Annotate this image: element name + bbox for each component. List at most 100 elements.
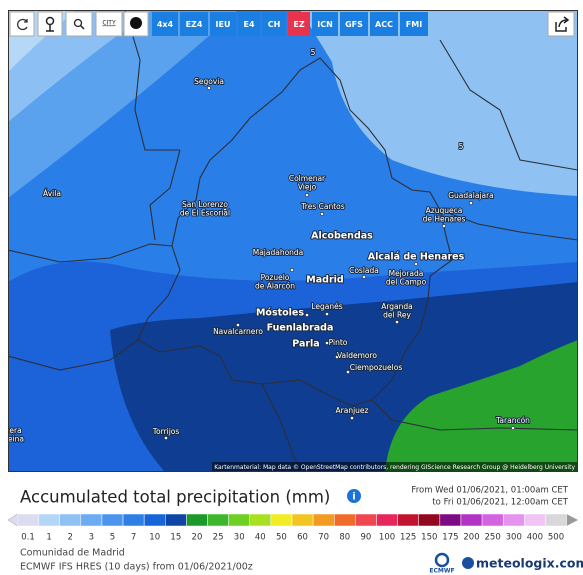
place-label: de Alarcón — [255, 282, 295, 291]
place-label: Coslada — [349, 266, 379, 275]
place-label: Tres Cantos — [300, 202, 344, 211]
model-label: FMI — [406, 20, 422, 29]
place-dot — [164, 436, 168, 440]
model-button[interactable] — [400, 12, 428, 36]
zoom-button[interactable] — [65, 11, 93, 37]
place-dot — [305, 193, 309, 197]
place-label: de Henares — [423, 215, 466, 224]
place-dot — [325, 341, 329, 345]
place-label: Colmenar — [289, 174, 326, 183]
place-label: Leganés — [311, 302, 342, 311]
scale-cell — [207, 513, 229, 527]
model-button[interactable] — [288, 12, 310, 36]
place-label: Aranjuez — [336, 406, 369, 415]
scale-label: 90 — [361, 533, 372, 543]
model-button[interactable] — [152, 12, 178, 36]
model-button[interactable] — [340, 12, 368, 36]
model-label: E4 — [243, 20, 254, 29]
scale-cell — [333, 513, 356, 527]
scale-label: 175 — [442, 533, 458, 543]
place-label: Majadahonda — [253, 248, 304, 257]
contour-label: 5 — [459, 142, 464, 151]
scale-cell — [481, 513, 504, 527]
scale-label: 2 — [68, 533, 73, 543]
scale-cell — [38, 513, 60, 527]
scale-label: 1 — [46, 533, 51, 543]
province-border — [149, 149, 181, 241]
share-icon — [555, 16, 570, 32]
scale-label: 30 — [234, 533, 245, 543]
period-to: to Fri 01/06/2021, 12:00am CET — [432, 498, 568, 508]
place-label: a Reina — [0, 435, 24, 444]
province-border — [261, 383, 301, 472]
region-border — [137, 57, 453, 407]
dot-icon — [130, 17, 142, 29]
scale-arrow-right — [566, 514, 578, 526]
scale-label: 70 — [318, 533, 329, 543]
model-label: CH — [268, 20, 281, 29]
model-button[interactable] — [210, 12, 236, 36]
place-dot — [362, 275, 366, 279]
scale-label: 20 — [192, 533, 203, 543]
place-label: Parla — [292, 339, 319, 350]
place-label: Móstoles — [256, 308, 304, 319]
place-dot — [207, 86, 211, 90]
share-button[interactable] — [547, 11, 575, 37]
scale-cell — [502, 513, 525, 527]
scale-label: 7 — [131, 533, 136, 543]
place-label: Pozuelo — [261, 273, 290, 282]
scale-cell — [186, 513, 208, 527]
contour-label: 5 — [311, 48, 316, 57]
model-button[interactable] — [312, 12, 338, 36]
place-label: del Rey — [383, 311, 411, 320]
scale-label: 250 — [485, 533, 501, 543]
place-label: San Lorenzo — [182, 200, 228, 209]
scale-label: 500 — [548, 533, 564, 543]
model-button[interactable] — [238, 12, 260, 36]
place-dot — [511, 426, 515, 430]
scale-cell — [545, 513, 567, 527]
place-dot — [320, 212, 324, 216]
ecmwf-logo — [434, 552, 450, 568]
region-name: Comunidad de Madrid — [20, 548, 125, 559]
place-label: Guadalajara — [448, 191, 494, 200]
scale-label: 0.1 — [21, 533, 35, 543]
info-button[interactable] — [347, 489, 361, 503]
place-dot — [290, 268, 294, 272]
scale-cell — [59, 513, 82, 527]
place-label: lavera — [0, 426, 22, 435]
model-button[interactable] — [262, 12, 286, 36]
zoom-icon — [79, 24, 85, 30]
place-label: Ávila — [43, 189, 61, 198]
province-border — [8, 339, 139, 371]
model-buttons: 4x4 EZ4 IEU E4 CH EZ ICN GFS ACC FMI — [152, 12, 428, 36]
model-label: EZ4 — [186, 20, 203, 29]
city-label: CITY — [102, 20, 116, 27]
refresh-icon — [17, 18, 28, 31]
province-border — [439, 209, 578, 241]
place-label: Valdemoro — [337, 351, 377, 360]
province-border — [124, 10, 180, 151]
model-info: ECMWF IFS HRES (10 days) from 01/06/2021… — [20, 562, 253, 573]
province-border — [439, 39, 578, 171]
city-button[interactable] — [95, 11, 123, 37]
place-dot — [442, 224, 446, 228]
scale-cell — [17, 513, 39, 527]
place-label: Alcalá de Henares — [368, 252, 465, 263]
place-dot — [305, 313, 309, 317]
place-dot — [223, 208, 227, 212]
place-label: Navalcarnero — [213, 327, 263, 336]
scale-arrow-left — [7, 513, 18, 527]
precip-band — [8, 10, 152, 122]
model-button[interactable] — [180, 12, 208, 36]
refresh-button[interactable] — [9, 11, 35, 37]
precip-band — [300, 10, 578, 196]
scale-cell — [355, 513, 377, 527]
place-label: Tarancón — [495, 416, 530, 425]
scale-label: 200 — [463, 533, 479, 543]
place-label: Pinto — [329, 338, 348, 347]
period-from: From Wed 01/06/2021, 01:00am CET — [411, 486, 568, 496]
model-button[interactable] — [370, 12, 398, 36]
place-dot — [325, 312, 329, 316]
